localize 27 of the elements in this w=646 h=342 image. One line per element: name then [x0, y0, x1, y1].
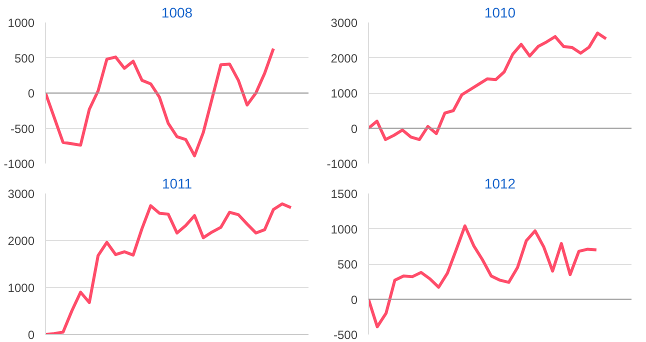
y-tick-label: 0 [350, 122, 358, 136]
y-tick-label: 1500 [330, 187, 358, 201]
y-tick-label: 0 [28, 328, 35, 342]
line-series [368, 224, 598, 328]
chart-title: 1008 [161, 4, 193, 20]
y-tick-label: 0 [28, 86, 35, 100]
line-series [46, 47, 275, 158]
line-series [46, 202, 292, 334]
y-tick-label: 500 [14, 51, 35, 66]
y-tick-label: 500 [337, 258, 358, 272]
y-tick-label: -500 [333, 328, 358, 342]
y-tick-label: 1000 [330, 222, 358, 236]
y-tick-label: 1000 [8, 281, 35, 295]
chart-title: 1011 [162, 176, 192, 192]
chart-title: 1012 [484, 176, 516, 192]
y-tick-label: -500 [10, 122, 35, 136]
y-tick-label: 1000 [330, 86, 358, 100]
y-tick-label: -1000 [326, 157, 358, 171]
chart-title: 1010 [484, 4, 516, 20]
y-tick-label: 2000 [330, 51, 358, 66]
line-series [368, 32, 608, 142]
y-tick-label: -1000 [4, 157, 35, 171]
y-tick-label: 3000 [330, 16, 358, 30]
y-tick-label: 1000 [8, 16, 35, 30]
y-tick-label: 0 [350, 292, 358, 307]
y-tick-label: 3000 [8, 187, 35, 201]
y-tick-label: 2000 [8, 234, 35, 248]
